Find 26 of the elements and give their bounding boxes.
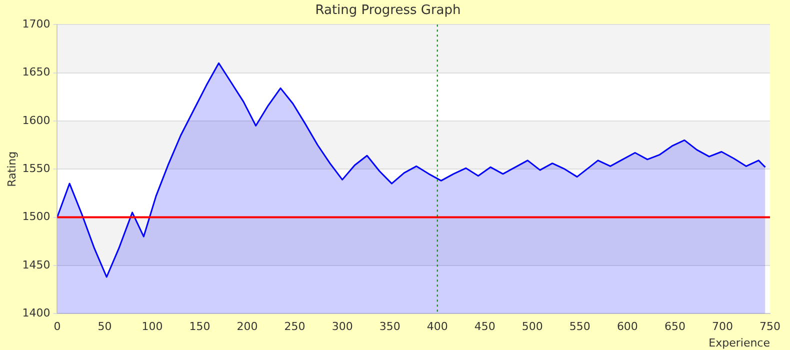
x-tick-label: 0 bbox=[54, 320, 61, 334]
x-tick-label: 200 bbox=[236, 320, 258, 334]
x-tick-label: 300 bbox=[332, 320, 353, 334]
y-axis-title: Rating bbox=[5, 151, 18, 187]
x-tick-label: 450 bbox=[474, 320, 496, 334]
y-tick-label: 1500 bbox=[22, 210, 50, 224]
y-tick-label: 1700 bbox=[22, 17, 50, 30]
x-tick-label: 650 bbox=[664, 320, 686, 334]
x-tick-label: 500 bbox=[522, 320, 543, 334]
x-tick-label: 600 bbox=[616, 320, 638, 334]
x-tick-label: 400 bbox=[426, 320, 448, 334]
x-tick-label: 700 bbox=[712, 320, 733, 334]
y-tick-label: 1600 bbox=[22, 114, 50, 127]
x-tick-label: 550 bbox=[569, 320, 590, 334]
x-tick-label: 50 bbox=[98, 320, 112, 334]
chart-title: Rating Progress Graph bbox=[315, 3, 461, 18]
x-tick-label: 150 bbox=[189, 320, 210, 334]
x-tick-label: 350 bbox=[379, 320, 400, 334]
x-tick-label: 750 bbox=[760, 320, 780, 334]
y-tick-label: 1650 bbox=[22, 66, 50, 79]
y-tick-label: 1400 bbox=[22, 306, 50, 320]
y-tick-label: 1450 bbox=[22, 258, 50, 272]
x-tick-label: 250 bbox=[284, 320, 306, 334]
x-axis-title: Experience bbox=[708, 336, 770, 350]
y-tick-label: 1550 bbox=[22, 162, 50, 175]
x-tick-label: 100 bbox=[142, 320, 163, 334]
